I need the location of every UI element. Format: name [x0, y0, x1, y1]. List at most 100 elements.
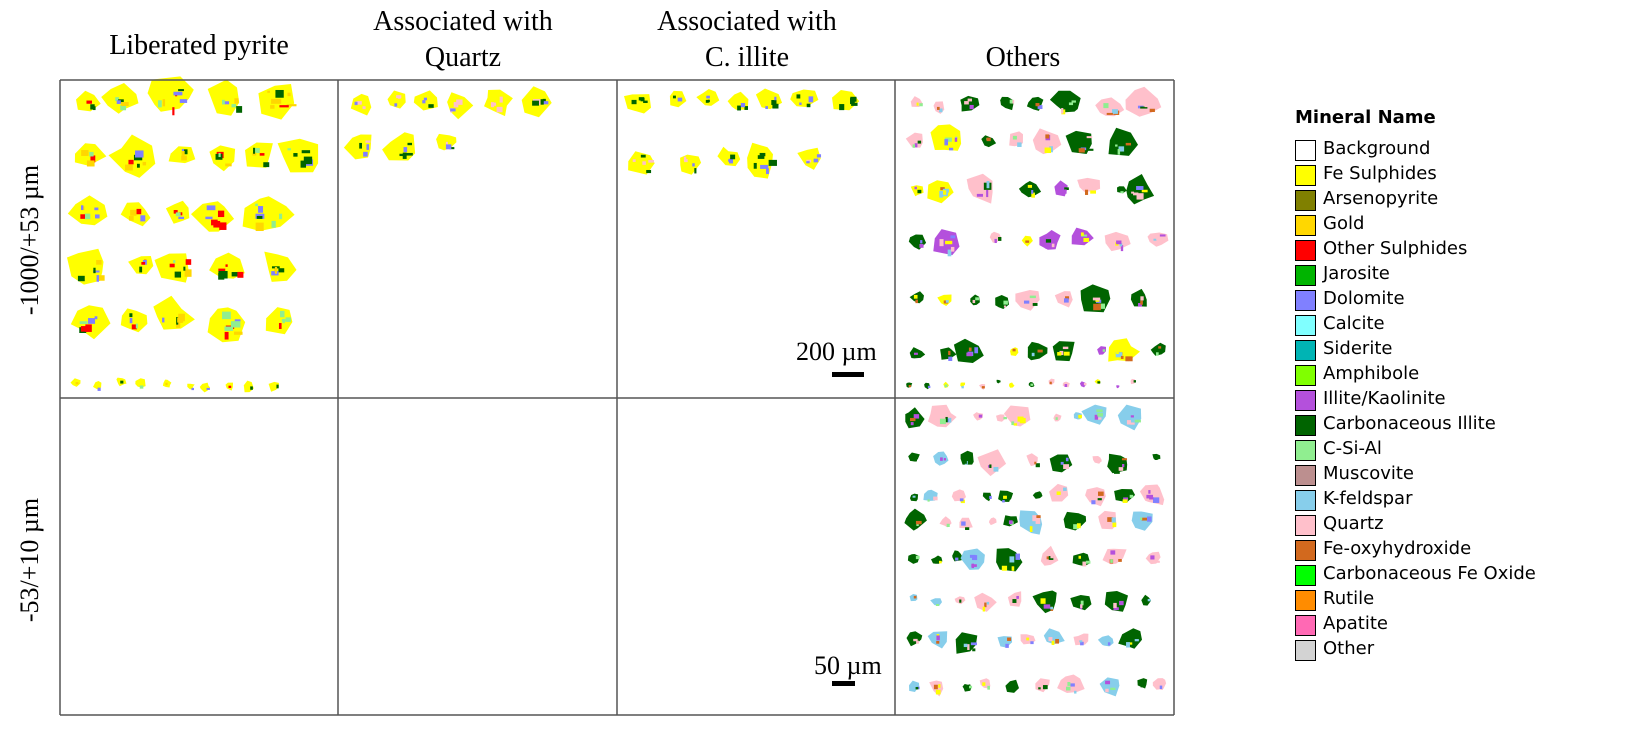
particle-speck	[1032, 353, 1035, 356]
particle-speck	[706, 100, 709, 103]
particle-speck	[1004, 305, 1006, 307]
particle-speck	[139, 267, 142, 273]
particle-speck	[839, 104, 844, 110]
particle-speck	[207, 205, 216, 210]
particle-speck	[809, 96, 814, 102]
particle-speck	[1149, 497, 1153, 499]
particle-speck	[1030, 641, 1033, 644]
particle-speck	[1034, 462, 1036, 465]
particle-speck	[1025, 240, 1029, 242]
particle-speck	[966, 353, 972, 357]
particle-speck	[948, 357, 952, 361]
particle-speck	[1156, 238, 1158, 240]
particle-speck	[219, 153, 221, 157]
particle-speck	[1136, 110, 1142, 114]
particle-speck	[1045, 244, 1049, 249]
particle-speck	[1135, 639, 1139, 641]
legend-label: C-Si-Al	[1323, 438, 1382, 459]
particle	[109, 135, 156, 178]
particle-speck	[1056, 417, 1058, 420]
particle-speck	[1142, 190, 1148, 193]
particle	[1140, 485, 1164, 506]
column-header: Others	[928, 40, 1118, 76]
particle-speck	[1122, 464, 1124, 467]
particle-speck	[137, 209, 142, 214]
particle-speck	[1057, 491, 1061, 495]
particle-speck	[1030, 384, 1033, 386]
particle-speck	[1135, 420, 1141, 423]
particle-speck	[1126, 143, 1131, 146]
legend-swatch	[1295, 615, 1316, 636]
particle-speck	[936, 690, 941, 695]
particle-speck	[85, 214, 91, 220]
particle-speck	[914, 187, 916, 190]
particle-speck	[81, 150, 88, 156]
particle-speck	[998, 237, 1001, 241]
particle-speck	[1120, 191, 1123, 193]
particle	[71, 378, 81, 387]
particle-speck	[141, 262, 145, 265]
particle-speck	[1150, 109, 1155, 112]
particle	[1019, 181, 1041, 197]
particle-speck	[130, 318, 133, 323]
particle-speck	[359, 143, 362, 149]
legend-label: Siderite	[1323, 338, 1392, 359]
particle	[153, 296, 195, 330]
particle-speck	[760, 153, 766, 156]
particle-speck	[1012, 566, 1015, 571]
particle-speck	[94, 208, 98, 211]
particle-speck	[365, 140, 370, 142]
particle-speck	[1009, 687, 1012, 690]
particle-speck	[729, 159, 733, 164]
legend-label: Dolomite	[1323, 288, 1405, 309]
particle-speck	[1055, 639, 1059, 644]
legend-label: Carbonaceous Illite	[1323, 413, 1496, 434]
particle-speck	[218, 211, 224, 217]
particle-speck	[1052, 244, 1055, 248]
particle-speck	[1050, 382, 1052, 384]
particle-speck	[975, 297, 979, 300]
particle-speck	[130, 210, 136, 216]
particle-speck	[1064, 298, 1069, 302]
particle-speck	[286, 317, 291, 322]
particle	[1116, 385, 1119, 388]
particle-speck	[117, 100, 121, 104]
particle-speck	[1013, 349, 1016, 352]
particle-speck	[129, 216, 134, 221]
particle-speck	[1038, 687, 1040, 689]
particle-speck	[1091, 500, 1095, 504]
particle-speck	[428, 104, 433, 108]
particle-speck	[814, 159, 819, 163]
particle	[1008, 591, 1021, 607]
particle-speck	[88, 318, 95, 324]
particle-speck	[1134, 380, 1136, 382]
particle-speck	[1099, 459, 1102, 462]
particle-speck	[684, 159, 688, 162]
particle-speck	[1137, 193, 1144, 199]
legend-label: Fe-oxyhydroxide	[1323, 538, 1471, 559]
particle-speck	[1016, 596, 1019, 599]
particle-speck	[1031, 190, 1033, 194]
particle-speck	[1090, 190, 1096, 193]
particle-speck	[916, 556, 920, 559]
particle-speck	[1026, 638, 1029, 641]
particle-speck	[1046, 239, 1051, 242]
particle	[244, 381, 254, 393]
particle-speck	[125, 165, 133, 171]
particle-speck	[253, 148, 255, 154]
particle-speck	[639, 97, 644, 100]
legend-label: Rutile	[1323, 588, 1374, 609]
particle-speck	[276, 385, 278, 389]
particle-speck	[944, 458, 946, 460]
particle-speck	[961, 521, 965, 525]
particle-speck	[1160, 686, 1162, 689]
particle	[960, 96, 979, 112]
particle-speck	[170, 264, 175, 268]
particle-speck	[1041, 598, 1046, 604]
particle-speck	[993, 467, 998, 472]
particle-speck	[86, 101, 92, 104]
particle-speck	[76, 382, 79, 384]
particle-speck	[250, 386, 253, 389]
particle-speck	[945, 241, 952, 244]
particle-speck	[1061, 108, 1063, 113]
